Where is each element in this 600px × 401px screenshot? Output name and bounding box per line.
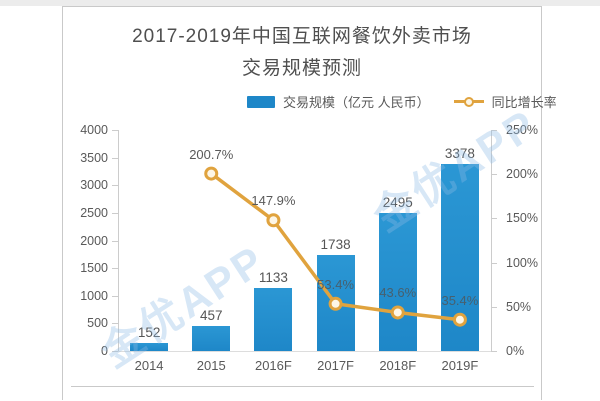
- bar: [378, 213, 417, 351]
- bar-value-label: 1738: [320, 236, 351, 252]
- bar-value-label: 3378: [444, 146, 475, 162]
- y-axis-right-tick: [491, 306, 497, 308]
- x-axis-label: 2019F: [441, 358, 479, 373]
- y-axis-left-tick-label: 1500: [80, 261, 108, 276]
- y-axis-left-tick-label: 4000: [80, 123, 108, 137]
- bar: [192, 325, 231, 351]
- growth-value-label: 147.9%: [251, 193, 296, 209]
- growth-value-label: 200.7%: [189, 146, 234, 162]
- y-axis-left-tick: [112, 130, 118, 131]
- bar: [254, 288, 293, 351]
- legend-bar-label: 交易规模（亿元 人民币）: [283, 95, 430, 110]
- x-axis-label: 2015: [196, 358, 226, 373]
- growth-value-label: 53.4%: [317, 276, 355, 292]
- chart-legend: 交易规模（亿元 人民币） 同比增长率: [247, 92, 557, 111]
- chart-title-line2: 交易规模预测: [241, 58, 362, 79]
- y-axis-right-tick: [491, 262, 497, 264]
- bar-value-label: 2495: [382, 195, 413, 211]
- bar-value-label: 457: [199, 307, 223, 323]
- page-top-divider: [0, 0, 600, 6]
- y-axis-left-tick: [112, 157, 118, 159]
- legend-bar-swatch-icon: [247, 95, 275, 108]
- y-axis-left-tick: [112, 268, 118, 270]
- bar: [440, 164, 479, 351]
- y-axis-left-line: [118, 130, 119, 351]
- y-axis-right-tick-label: 100%: [506, 255, 538, 270]
- y-axis-right-tick-label: 0%: [506, 344, 525, 358]
- y-axis-right-tick: [491, 351, 497, 352]
- y-axis-left-tick: [112, 323, 118, 325]
- y-axis-left-tick-label: 2500: [80, 205, 108, 220]
- bar: [130, 342, 169, 351]
- y-axis-left-tick-label: 3500: [80, 150, 108, 165]
- x-axis-label: 2016F: [254, 358, 292, 373]
- line-marker-icon: [266, 213, 281, 228]
- y-axis-left-tick-label: 500: [87, 316, 108, 331]
- y-axis-left-tick: [112, 240, 118, 242]
- growth-value-label: 43.6%: [379, 285, 417, 301]
- growth-value-label: 35.4%: [441, 292, 479, 308]
- y-axis-left-tick-label: 2000: [80, 233, 108, 248]
- y-axis-left-tick-label: 3000: [80, 178, 108, 193]
- x-axis-line: [118, 351, 491, 352]
- bar: [316, 254, 355, 351]
- y-axis-right-tick-label: 150%: [506, 211, 538, 226]
- y-axis-right-tick: [491, 130, 497, 131]
- plot-area: 0 500 1000 1500 2000 2500 3000 3500 4000 0% 50% 100…: [63, 7, 543, 401]
- chart-card: 2017-2019年中国互联网餐饮外卖市场 交易规模预测 交易规模（亿元 人民币…: [62, 6, 557, 401]
- y-axis-right-line: [491, 130, 492, 351]
- y-axis-left-tick: [112, 351, 118, 352]
- y-axis-right-tick-label: 50%: [506, 299, 532, 314]
- y-axis-right-tick-label: 200%: [506, 167, 538, 182]
- y-axis-left-tick: [112, 212, 118, 214]
- y-axis-left-tick-label: 1000: [80, 288, 108, 303]
- y-axis-left-tick-label: 0: [101, 344, 108, 358]
- card-bottom-divider: [71, 386, 534, 387]
- y-axis-right-tick: [491, 174, 497, 176]
- chart-title-line1: 2017-2019年中国互联网餐饮外卖市场: [132, 26, 472, 47]
- legend-line-swatch-icon: [453, 97, 484, 107]
- legend-line-label: 同比增长率: [491, 95, 557, 110]
- y-axis-left-tick: [112, 185, 118, 187]
- x-axis-label: 2017F: [317, 358, 355, 373]
- y-axis-left-tick: [112, 295, 118, 297]
- bar-value-label: 152: [137, 324, 161, 340]
- y-axis-right-tick: [491, 218, 497, 220]
- line-marker-icon: [204, 166, 219, 181]
- x-axis-label: 2018F: [379, 358, 417, 373]
- y-axis-right-tick-label: 250%: [506, 123, 538, 137]
- bar-value-label: 1133: [258, 270, 288, 286]
- x-axis-label: 2014: [134, 358, 164, 373]
